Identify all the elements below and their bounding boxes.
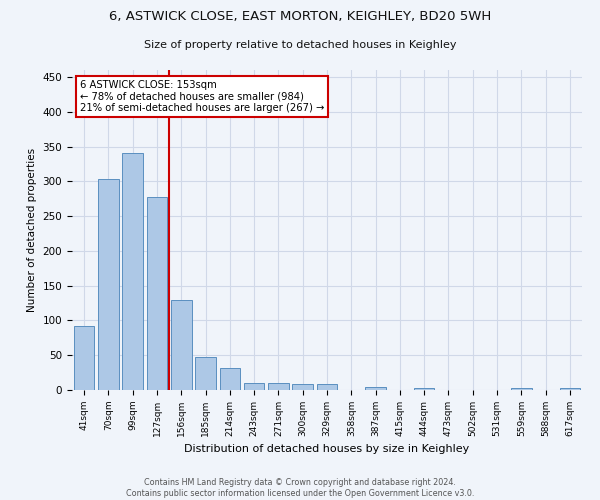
X-axis label: Distribution of detached houses by size in Keighley: Distribution of detached houses by size … (184, 444, 470, 454)
Bar (98, 179, 119, 390)
Bar (74, 326, 94, 390)
Bar (414, 388, 434, 390)
Bar (560, 388, 580, 390)
Bar (365, 387, 386, 390)
Bar (146, 198, 167, 390)
Text: 6, ASTWICK CLOSE, EAST MORTON, KEIGHLEY, BD20 5WH: 6, ASTWICK CLOSE, EAST MORTON, KEIGHLEY,… (109, 10, 491, 23)
Y-axis label: Number of detached properties: Number of detached properties (27, 148, 37, 312)
Bar (195, 358, 216, 390)
Bar (244, 383, 265, 390)
Bar (292, 384, 313, 390)
Bar (220, 368, 240, 390)
Bar (122, 154, 143, 390)
Bar (317, 384, 337, 390)
Bar (511, 388, 532, 390)
Bar (171, 300, 191, 390)
Text: Contains HM Land Registry data © Crown copyright and database right 2024.
Contai: Contains HM Land Registry data © Crown c… (126, 478, 474, 498)
Text: Size of property relative to detached houses in Keighley: Size of property relative to detached ho… (144, 40, 456, 50)
Bar (268, 383, 289, 390)
Text: 6 ASTWICK CLOSE: 153sqm
← 78% of detached houses are smaller (984)
21% of semi-d: 6 ASTWICK CLOSE: 153sqm ← 78% of detache… (80, 80, 324, 113)
